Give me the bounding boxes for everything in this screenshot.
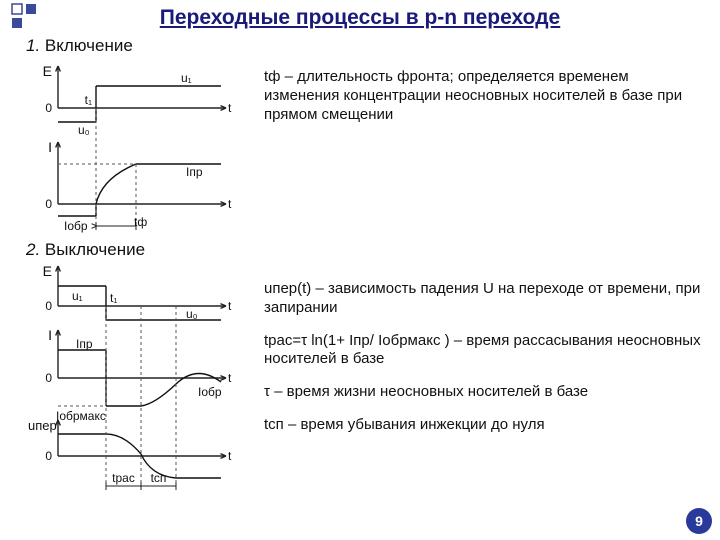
section1-text: Включение xyxy=(40,36,133,55)
svg-text:t: t xyxy=(228,101,232,115)
svg-text:t: t xyxy=(228,371,232,385)
svg-text:Iобр: Iобр xyxy=(64,219,88,233)
svg-text:I: I xyxy=(48,327,52,343)
svg-text:t₁: t₁ xyxy=(110,291,117,305)
svg-text:t: t xyxy=(228,197,232,211)
svg-text:E: E xyxy=(43,63,52,79)
svg-text:Iпр: Iпр xyxy=(186,165,203,179)
section1-num: 1. xyxy=(26,36,40,55)
svg-text:tрас: tрас xyxy=(112,471,135,485)
svg-text:0: 0 xyxy=(45,299,52,313)
svg-text:0: 0 xyxy=(45,449,52,463)
svg-text:tсп: tсп xyxy=(151,471,167,485)
svg-text:Iобрмакс: Iобрмакс xyxy=(56,409,106,423)
section1-diagram: E 0 t u₀ u₁ t₁ I 0 t Iпр Iобр tф xyxy=(26,56,246,246)
section2-body2: tрас=τ ln(1+ Iпр/ Iобрмакс ) – время рас… xyxy=(264,332,706,370)
page-title: Переходные процессы в p-n переходе xyxy=(0,0,720,30)
svg-text:I: I xyxy=(48,139,52,155)
section2-head: 2. Выключение xyxy=(26,240,706,260)
section2-body1: uпер(t) – зависимость падения U на перех… xyxy=(264,280,706,318)
svg-text:t: t xyxy=(228,299,232,313)
svg-text:u₀: u₀ xyxy=(186,307,198,321)
slide-decor xyxy=(10,2,44,32)
section2-diagram: E 0 t u₁ t₁ u₀ I 0 t Iпр Iобр Iобрмаксuпер 0 t tрас tсп xyxy=(26,260,246,490)
svg-text:u₁: u₁ xyxy=(72,289,83,303)
svg-text:t₁: t₁ xyxy=(85,93,92,107)
section2-text: Выключение xyxy=(40,240,145,259)
section2-num: 2. xyxy=(26,240,40,259)
svg-text:u₁: u₁ xyxy=(181,71,192,85)
svg-text:uпер: uпер xyxy=(28,418,57,433)
section2-body3: τ – время жизни неосновных носителей в б… xyxy=(264,383,706,402)
slide-number-badge: 9 xyxy=(686,508,712,534)
svg-text:0: 0 xyxy=(45,197,52,211)
svg-text:u₀: u₀ xyxy=(78,123,90,137)
section2-body4: tсп – время убывания инжекции до нуля xyxy=(264,416,706,435)
svg-text:0: 0 xyxy=(45,101,52,115)
section1-body: tф – длительность фронта; определяется в… xyxy=(264,68,706,124)
svg-text:0: 0 xyxy=(45,371,52,385)
section1-head: 1. Включение xyxy=(26,36,706,56)
svg-text:tф: tф xyxy=(134,215,147,229)
svg-text:t: t xyxy=(228,449,232,463)
svg-text:Iпр: Iпр xyxy=(76,337,93,351)
svg-text:E: E xyxy=(43,263,52,279)
svg-text:Iобр: Iобр xyxy=(198,385,222,399)
